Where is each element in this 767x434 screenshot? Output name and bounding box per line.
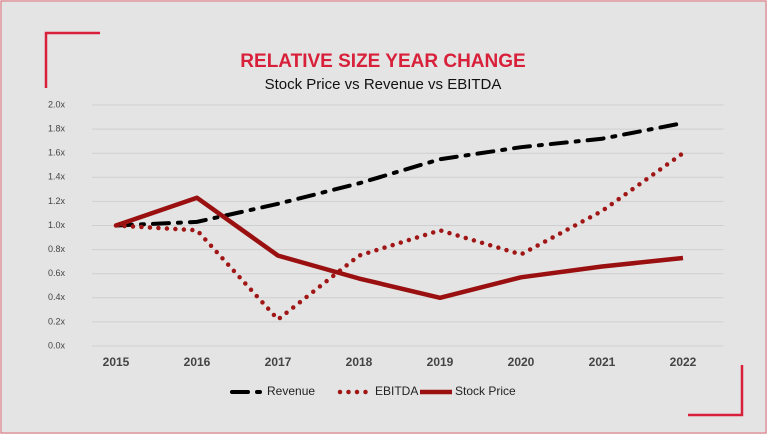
y-tick-label: 1.6x [48,148,66,158]
y-tick-label: 1.2x [48,196,66,206]
y-tick-label: 0.2x [48,316,66,326]
legend-label: Stock Price [455,384,516,398]
series-line [115,195,684,301]
x-tick-label: 2017 [265,355,292,369]
chart-subtitle: Stock Price vs Revenue vs EBITDA [265,76,502,93]
x-tick-label: 2021 [589,355,616,369]
y-tick-label: 0.0x [48,340,66,350]
series-line [114,121,685,228]
x-tick-label: 2019 [427,355,454,369]
x-tick-label: 2018 [346,355,373,369]
y-tick-label: 1.8x [48,123,66,133]
chart-title: RELATIVE SIZE YEAR CHANGE [240,51,525,72]
legend-label: Revenue [267,384,315,398]
y-tick-label: 0.8x [48,244,66,254]
x-tick-label: 2022 [670,355,697,369]
y-tick-label: 0.4x [48,292,66,302]
x-tick-label: 2020 [508,355,535,369]
corner-bracket [688,365,744,417]
corner-bracket [44,31,100,88]
series-line [113,150,686,323]
legend-label: EBITDA [375,384,418,398]
x-tick-label: 2016 [184,355,211,369]
y-tick-label: 0.6x [48,268,66,278]
y-tick-label: 2.0x [48,99,66,109]
x-tick-label: 2015 [103,355,130,369]
y-tick-label: 1.4x [48,172,66,182]
y-tick-label: 1.0x [48,220,66,230]
